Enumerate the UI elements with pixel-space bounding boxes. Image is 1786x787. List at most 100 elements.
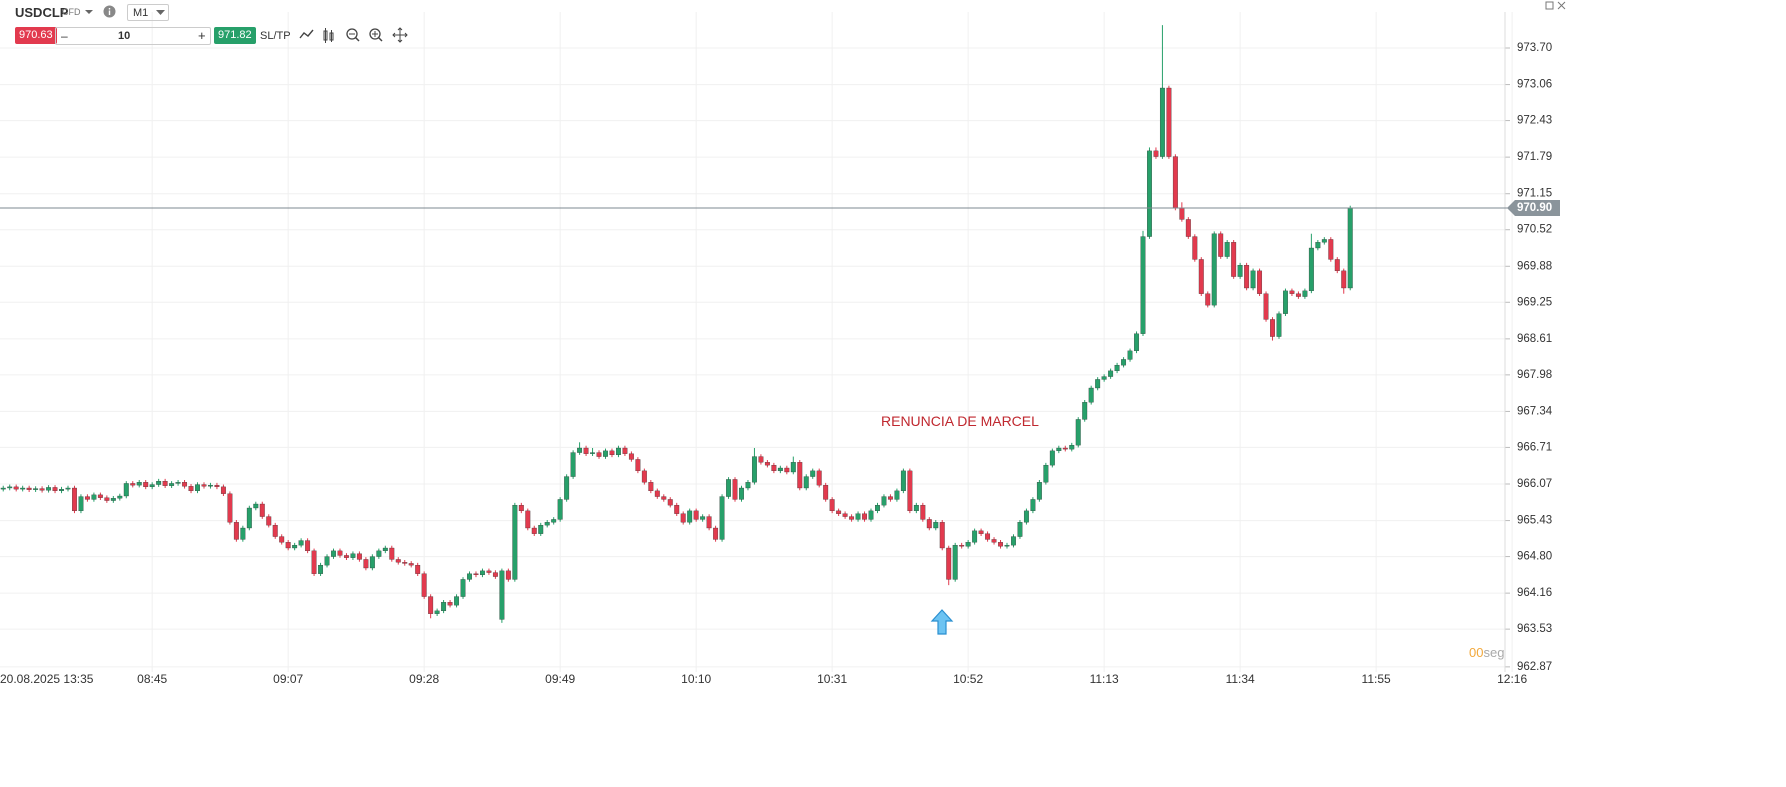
- quantity-input[interactable]: 10: [118, 30, 131, 42]
- buy-button[interactable]: 971.82: [214, 27, 256, 44]
- candle-body: [849, 516, 855, 520]
- x-tick-label: 09:07: [273, 672, 303, 686]
- window-controls[interactable]: [1544, 1, 1584, 11]
- sell-button[interactable]: 970.63: [15, 27, 57, 44]
- minus-button[interactable]: –: [61, 29, 68, 43]
- candle-body: [764, 462, 770, 466]
- candle-body: [52, 487, 58, 492]
- candle-body: [97, 494, 103, 498]
- candle-body: [434, 610, 440, 614]
- candle-body: [279, 536, 285, 543]
- candle-body: [758, 456, 764, 463]
- x-tick-label: 20.08.2025 13:35: [0, 672, 94, 686]
- candle-body: [745, 482, 751, 489]
- candle-body: [538, 524, 544, 534]
- y-tick-label: 964.16: [1517, 587, 1552, 599]
- candle-body: [117, 495, 123, 499]
- candle-body: [1321, 239, 1327, 243]
- x-tick-label: 08:45: [137, 672, 167, 686]
- candle-body: [680, 513, 686, 523]
- candle-body: [525, 510, 531, 529]
- toolbar-icons[interactable]: [298, 26, 413, 46]
- last-price-label: 970.90: [1517, 202, 1552, 214]
- candle-body: [428, 596, 434, 614]
- candle-body: [985, 533, 991, 540]
- candle-body: [920, 504, 926, 520]
- candle-body: [227, 493, 233, 523]
- candle-body: [609, 450, 615, 456]
- candle-body: [855, 513, 861, 520]
- candle-body: [1153, 150, 1159, 157]
- candle-body: [253, 503, 259, 509]
- last-price-tag: [1507, 200, 1560, 216]
- candle-body: [20, 487, 26, 490]
- candle-body: [998, 542, 1003, 547]
- candle-body: [648, 482, 654, 492]
- candle-body: [615, 447, 621, 456]
- y-tick-label: 966.71: [1517, 441, 1552, 453]
- candle-body: [1114, 364, 1120, 372]
- candle-body: [1289, 290, 1295, 294]
- candle-body: [1198, 259, 1204, 294]
- candle-body: [1211, 233, 1217, 306]
- candle-body: [622, 447, 628, 454]
- candle-body: [182, 482, 188, 487]
- candle-body: [933, 522, 939, 529]
- candle-body: [706, 516, 712, 529]
- candle-body: [603, 450, 608, 457]
- candle-body: [1121, 359, 1127, 366]
- candle-body: [1237, 264, 1243, 277]
- candle-body: [376, 550, 382, 557]
- y-tick-label: 968.61: [1517, 333, 1552, 345]
- candle-body: [26, 487, 32, 490]
- candle-body: [803, 476, 809, 489]
- y-tick-label: 973.06: [1517, 79, 1552, 91]
- candle-body: [1088, 387, 1094, 403]
- plus-button[interactable]: +: [198, 28, 206, 43]
- candle-body: [1179, 207, 1185, 220]
- candle-body: [65, 487, 71, 490]
- candle-body: [1257, 270, 1263, 294]
- candle-body: [1328, 239, 1334, 260]
- y-tick-label: 963.53: [1517, 623, 1552, 635]
- candle-body: [641, 470, 647, 483]
- candle-body: [777, 467, 783, 472]
- candle-body: [732, 479, 738, 500]
- y-tick-label: 964.80: [1517, 551, 1552, 563]
- candle-body: [1295, 293, 1301, 297]
- candle-body: [1276, 313, 1282, 337]
- symbol[interactable]: USDCLP: [15, 5, 69, 20]
- candle-body: [84, 496, 90, 500]
- candle-body: [369, 556, 375, 569]
- timeframe-select[interactable]: M1: [127, 4, 169, 21]
- candle-body: [1172, 156, 1178, 209]
- x-tick-label: 11:55: [1362, 672, 1391, 686]
- candle-body: [72, 487, 77, 512]
- candle-body: [1030, 499, 1036, 512]
- x-tick-label: 10:31: [817, 672, 847, 686]
- y-tick-label: 970.52: [1517, 224, 1552, 236]
- x-tick-label: 12:16: [1497, 672, 1527, 686]
- candle-body: [415, 564, 421, 574]
- candle-body: [661, 496, 667, 500]
- info-icon[interactable]: [103, 5, 116, 18]
- candle-body: [1134, 333, 1139, 352]
- candle-body: [900, 470, 906, 492]
- candle-body: [1023, 510, 1029, 523]
- candle-body: [1347, 207, 1353, 289]
- candle-body: [913, 504, 919, 512]
- symbol-dropdown[interactable]: [84, 8, 94, 16]
- candle-body: [739, 487, 744, 500]
- candle-body: [460, 579, 466, 597]
- candle-body: [991, 539, 997, 543]
- candle-body: [836, 510, 842, 514]
- candle-body: [959, 544, 965, 547]
- candle-body: [1043, 464, 1049, 483]
- candle-body: [13, 486, 19, 490]
- countdown-unit: seg: [1483, 645, 1505, 660]
- sltp-button[interactable]: SL/TP: [260, 30, 291, 42]
- candle-body: [887, 496, 893, 500]
- candle-body: [1283, 290, 1288, 314]
- grid: [0, 12, 1513, 672]
